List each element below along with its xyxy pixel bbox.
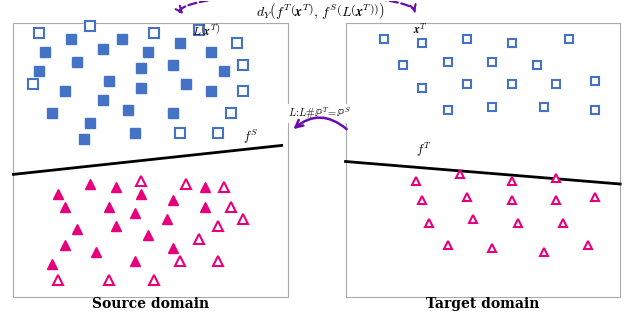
Text: $f^S$: $f^S$ — [243, 128, 259, 146]
Text: $L\left(\boldsymbol{x}^T\right)$: $L\left(\boldsymbol{x}^T\right)$ — [192, 22, 221, 37]
Text: Source domain: Source domain — [92, 297, 209, 311]
FancyArrowPatch shape — [296, 118, 347, 129]
Bar — [13, 23, 288, 297]
Bar — [346, 23, 620, 297]
Text: $f^T$: $f^T$ — [416, 141, 431, 159]
Text: Target domain: Target domain — [426, 297, 540, 311]
Text: $L\!:\!L\#\mathbb{P}^T\!=\!\mathbb{P}^S$: $L\!:\!L\#\mathbb{P}^T\!=\!\mathbb{P}^S$ — [289, 106, 351, 121]
Text: $d_Y\left(f^T\left(\boldsymbol{x}^T\right),\,f^S\left(L\left(\boldsymbol{x}^T\ri: $d_Y\left(f^T\left(\boldsymbol{x}^T\righ… — [255, 1, 385, 21]
Text: $\boldsymbol{x}^T$: $\boldsymbol{x}^T$ — [413, 22, 428, 36]
